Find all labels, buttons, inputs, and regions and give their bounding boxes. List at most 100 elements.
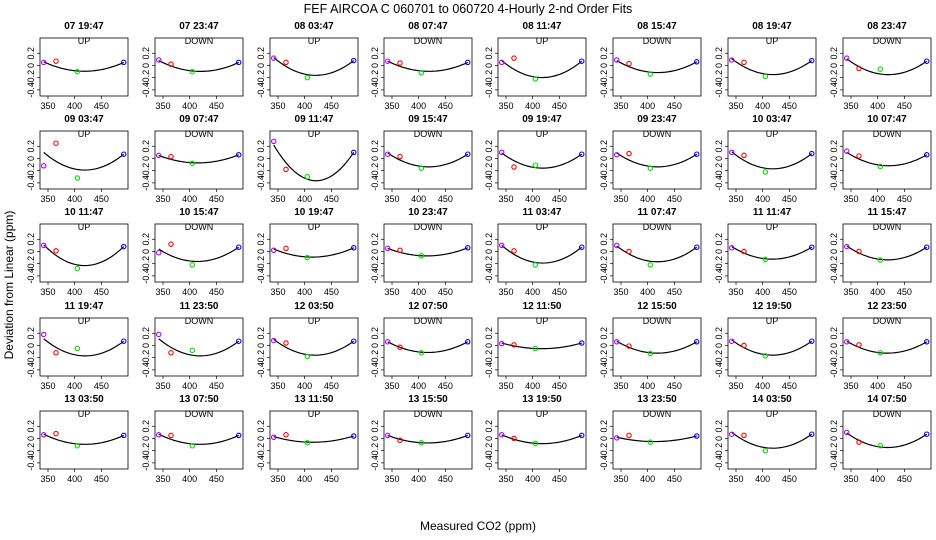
panel-frame: [497, 37, 587, 97]
data-point: [189, 68, 196, 75]
y-tick-label: 0.2: [829, 47, 839, 60]
y-tick-label: -0.2: [484, 163, 494, 179]
y-tick-label: 0: [714, 249, 724, 254]
data-point: [283, 245, 289, 252]
y-tick-label: 0.2: [484, 420, 494, 433]
data-point: [120, 151, 127, 157]
x-tick-label: 400: [640, 474, 655, 484]
panel: 09 11:47 UP -0.4-0.2 0 0.2 350 400 450: [256, 114, 359, 204]
y-tick-label: 0: [256, 249, 266, 254]
data-point: [464, 59, 471, 66]
y-tick-label: -0.2: [370, 350, 380, 366]
y-tick-label: -0.4: [370, 82, 380, 98]
fit-curve: [273, 338, 355, 356]
x-tick-label: 450: [438, 474, 453, 484]
y-tick-label: -0.4: [484, 455, 494, 471]
panel-title: 11 19:47: [65, 301, 104, 312]
panel-direction: DOWN: [185, 222, 214, 232]
y-tick-label: 0.2: [599, 327, 609, 340]
data-point: [168, 432, 174, 439]
data-point: [304, 353, 311, 360]
x-tick-label: 400: [182, 287, 197, 297]
y-tick-label: -0.4: [141, 82, 151, 98]
panel-title: 09 03:47: [64, 114, 104, 125]
panel-direction: DOWN: [414, 222, 443, 232]
data-point: [155, 152, 162, 159]
y-tick-label: -0.4: [484, 268, 494, 284]
x-tick-label: 400: [182, 101, 197, 111]
panel-direction: UP: [766, 222, 779, 232]
x-tick-label: 400: [297, 381, 312, 391]
data-point: [532, 76, 539, 82]
data-point: [511, 55, 517, 61]
y-tick-label: -0.2: [714, 350, 724, 366]
panel-frame: [612, 130, 702, 190]
data-point: [808, 338, 815, 344]
y-tick-label: 0: [141, 436, 151, 441]
y-tick-label: 0: [599, 249, 609, 254]
x-tick-label: 350: [843, 474, 858, 484]
y-tick-label: -0.4: [370, 455, 380, 471]
data-point: [843, 55, 850, 61]
data-point: [511, 248, 517, 254]
panel-frame: [154, 410, 244, 470]
fit-curve: [846, 340, 928, 354]
y-tick-label: -0.4: [256, 82, 266, 98]
data-point: [40, 59, 47, 66]
panel-title: 08 23:47: [867, 21, 907, 32]
x-tick-label: 400: [525, 474, 540, 484]
y-tick-label: -0.4: [714, 455, 724, 471]
x-tick-label: 450: [552, 474, 567, 484]
x-tick-label: 350: [613, 287, 628, 297]
data-point: [74, 443, 81, 449]
data-point: [647, 350, 654, 357]
panel-frame: [842, 37, 932, 97]
data-point: [626, 248, 632, 255]
panel: 08 11:47 UP -0.4-0.2 0 0.2 350 400 450: [484, 21, 587, 111]
data-point: [270, 138, 277, 145]
data-point: [498, 59, 505, 66]
x-tick-label: 350: [843, 194, 858, 204]
x-tick-label: 400: [67, 381, 82, 391]
x-tick-label: 350: [498, 474, 513, 484]
x-axis-label: Measured CO2 (ppm): [420, 519, 536, 533]
x-tick-label: 350: [155, 381, 170, 391]
y-tick-label: 0.2: [714, 140, 724, 153]
x-tick-label: 450: [552, 381, 567, 391]
y-axis-label: Deviation from Linear (ppm): [2, 211, 16, 360]
y-tick-label: 0.2: [370, 140, 380, 153]
y-tick-label: -0.4: [26, 82, 36, 98]
panel-direction: UP: [308, 129, 321, 139]
data-point: [532, 162, 539, 168]
data-point: [762, 447, 769, 454]
y-tick-label: -0.4: [26, 268, 36, 284]
data-point: [283, 432, 289, 438]
panel: 12 07:50 DOWN -0.4-0.2 0 0.2 350 400 450: [370, 301, 473, 391]
x-tick-label: 350: [728, 381, 743, 391]
data-point: [923, 244, 930, 250]
data-point: [384, 151, 391, 157]
y-tick-label: -0.4: [370, 362, 380, 378]
y-tick-label: -0.4: [829, 362, 839, 378]
y-tick-label: 0.2: [26, 140, 36, 153]
panel-title: 12 15:50: [637, 301, 677, 312]
y-tick-label: -0.2: [599, 443, 609, 459]
panel: 12 15:50 DOWN -0.4-0.2 0 0.2 350 400 450: [599, 301, 702, 391]
panel-frame: [269, 223, 359, 283]
x-tick-label: 400: [67, 474, 82, 484]
y-tick-label: 0: [256, 156, 266, 161]
panel-direction: UP: [536, 409, 549, 419]
data-point: [168, 153, 174, 160]
x-tick-label: 400: [67, 101, 82, 111]
y-tick-label: -0.2: [829, 443, 839, 459]
panel: 09 19:47 UP -0.4-0.2 0 0.2 350 400 450: [484, 114, 587, 204]
y-tick-label: -0.4: [484, 362, 494, 378]
y-tick-label: -0.2: [484, 443, 494, 459]
data-point: [74, 265, 81, 272]
data-point: [613, 435, 620, 441]
x-tick-label: 350: [40, 287, 55, 297]
data-point: [613, 339, 620, 345]
y-tick-label: 0.2: [484, 233, 494, 246]
y-tick-label: -0.2: [141, 163, 151, 179]
panel-direction: DOWN: [873, 316, 902, 326]
